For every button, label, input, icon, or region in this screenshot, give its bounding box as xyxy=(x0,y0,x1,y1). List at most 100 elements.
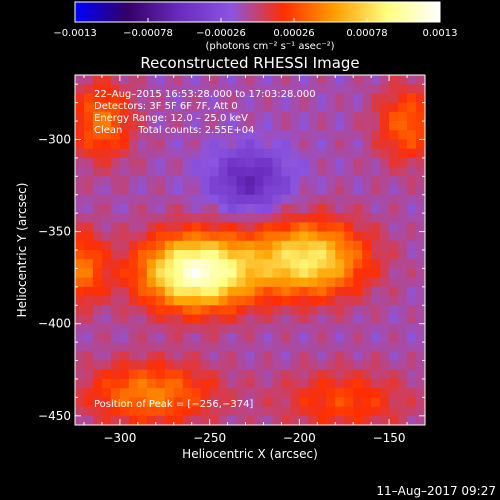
heatmap-cell xyxy=(389,388,399,398)
heatmap-cell xyxy=(128,213,139,223)
heatmap-cell xyxy=(182,406,193,417)
heatmap-cell xyxy=(164,203,175,214)
heatmap-cell xyxy=(245,342,255,352)
heatmap-cell xyxy=(263,323,273,334)
heatmap-cell xyxy=(380,93,390,104)
heatmap-cell xyxy=(137,75,148,85)
heatmap-cell xyxy=(101,415,112,426)
heatmap-cell xyxy=(218,388,229,398)
heatmap-cell xyxy=(209,75,220,85)
heatmap-cell xyxy=(299,84,309,94)
heatmap-cell xyxy=(335,305,345,315)
heatmap-cell xyxy=(380,240,390,251)
heatmap-cell xyxy=(362,203,372,214)
heatmap-cell xyxy=(110,314,121,325)
heatmap-cell xyxy=(317,268,327,279)
heatmap-cell xyxy=(416,148,426,159)
heatmap-cell xyxy=(173,231,184,242)
heatmap-cell xyxy=(75,415,85,426)
heatmap-cell xyxy=(236,360,247,371)
heatmap-cell xyxy=(416,111,426,122)
heatmap-cell xyxy=(137,296,148,306)
heatmap-cell xyxy=(218,378,229,389)
heatmap-cell xyxy=(290,139,300,150)
heatmap-cell xyxy=(362,351,372,362)
heatmap-cell xyxy=(317,388,327,398)
heatmap-cell xyxy=(362,213,372,223)
heatmap-cell xyxy=(335,130,345,140)
heatmap-cell xyxy=(281,369,291,380)
heatmap-cell xyxy=(209,185,220,196)
heatmap-cell xyxy=(245,75,255,85)
heatmap-cell xyxy=(326,378,336,389)
heatmap-cell xyxy=(92,176,103,187)
heatmap-cell xyxy=(380,342,390,352)
heatmap-cell xyxy=(101,148,112,159)
heatmap-cell xyxy=(200,388,211,398)
heatmap-cell xyxy=(209,157,220,168)
heatmap-cell xyxy=(263,185,273,196)
heatmap-cell xyxy=(344,130,354,140)
heatmap-cell xyxy=(146,332,157,343)
heatmap-cell xyxy=(110,277,121,288)
heatmap-cell xyxy=(83,157,94,168)
heatmap-cell xyxy=(218,286,229,297)
heatmap-cell xyxy=(119,194,130,205)
heatmap-cell xyxy=(398,332,408,343)
heatmap-cell xyxy=(75,388,85,398)
heatmap-cell xyxy=(83,305,94,315)
heatmap-cell xyxy=(290,286,300,297)
heatmap-cell xyxy=(335,213,345,223)
heatmap-cell xyxy=(83,222,94,233)
heatmap-cell xyxy=(308,102,318,113)
heatmap-cell xyxy=(362,360,372,371)
heatmap-cell xyxy=(119,332,130,343)
heatmap-cell xyxy=(155,296,166,306)
heatmap-cell xyxy=(407,148,417,159)
heatmap-cell xyxy=(263,130,273,140)
heatmap-cell xyxy=(155,332,166,343)
heatmap-cell xyxy=(209,268,220,279)
heatmap-cell xyxy=(137,259,148,269)
heatmap-cell xyxy=(155,305,166,315)
heatmap-cell xyxy=(209,286,220,297)
heatmap-cell xyxy=(137,93,148,104)
heatmap-cell xyxy=(254,259,264,269)
heatmap-cell xyxy=(75,314,85,325)
heatmap-cell xyxy=(119,268,130,279)
heatmap-cell xyxy=(353,397,363,408)
heatmap-cell xyxy=(137,332,148,343)
heatmap-cell xyxy=(128,305,139,315)
heatmap-cell xyxy=(119,415,130,426)
heatmap-cell xyxy=(146,360,157,371)
heatmap-cell xyxy=(254,139,264,150)
heatmap-cell xyxy=(281,388,291,398)
heatmap-cell xyxy=(308,75,318,85)
heatmap-cell xyxy=(191,277,202,288)
heatmap-cell xyxy=(218,111,229,122)
heatmap-cell xyxy=(416,176,426,187)
heatmap-cell xyxy=(75,286,85,297)
heatmap-cell xyxy=(389,111,399,122)
heatmap-cell xyxy=(371,286,381,297)
heatmap-cell xyxy=(164,157,175,168)
heatmap-cell xyxy=(137,130,148,140)
heatmap-cell xyxy=(326,139,336,150)
heatmap-cell xyxy=(227,213,238,223)
heatmap-cell xyxy=(299,314,309,325)
heatmap-cell xyxy=(317,250,327,260)
heatmap-cell xyxy=(146,84,157,94)
heatmap-cell xyxy=(272,369,282,380)
heatmap-cell xyxy=(371,250,381,260)
heatmap-cell xyxy=(245,121,255,131)
heatmap-cell xyxy=(200,397,211,408)
heatmap-cell xyxy=(191,415,202,426)
heatmap-cell xyxy=(128,323,139,334)
heatmap-cell xyxy=(218,102,229,113)
heatmap-cell xyxy=(371,406,381,417)
heatmap-cell xyxy=(335,286,345,297)
heatmap-cell xyxy=(281,286,291,297)
heatmap-cell xyxy=(119,111,130,122)
heatmap-cell xyxy=(110,185,121,196)
heatmap-cell xyxy=(173,84,184,94)
